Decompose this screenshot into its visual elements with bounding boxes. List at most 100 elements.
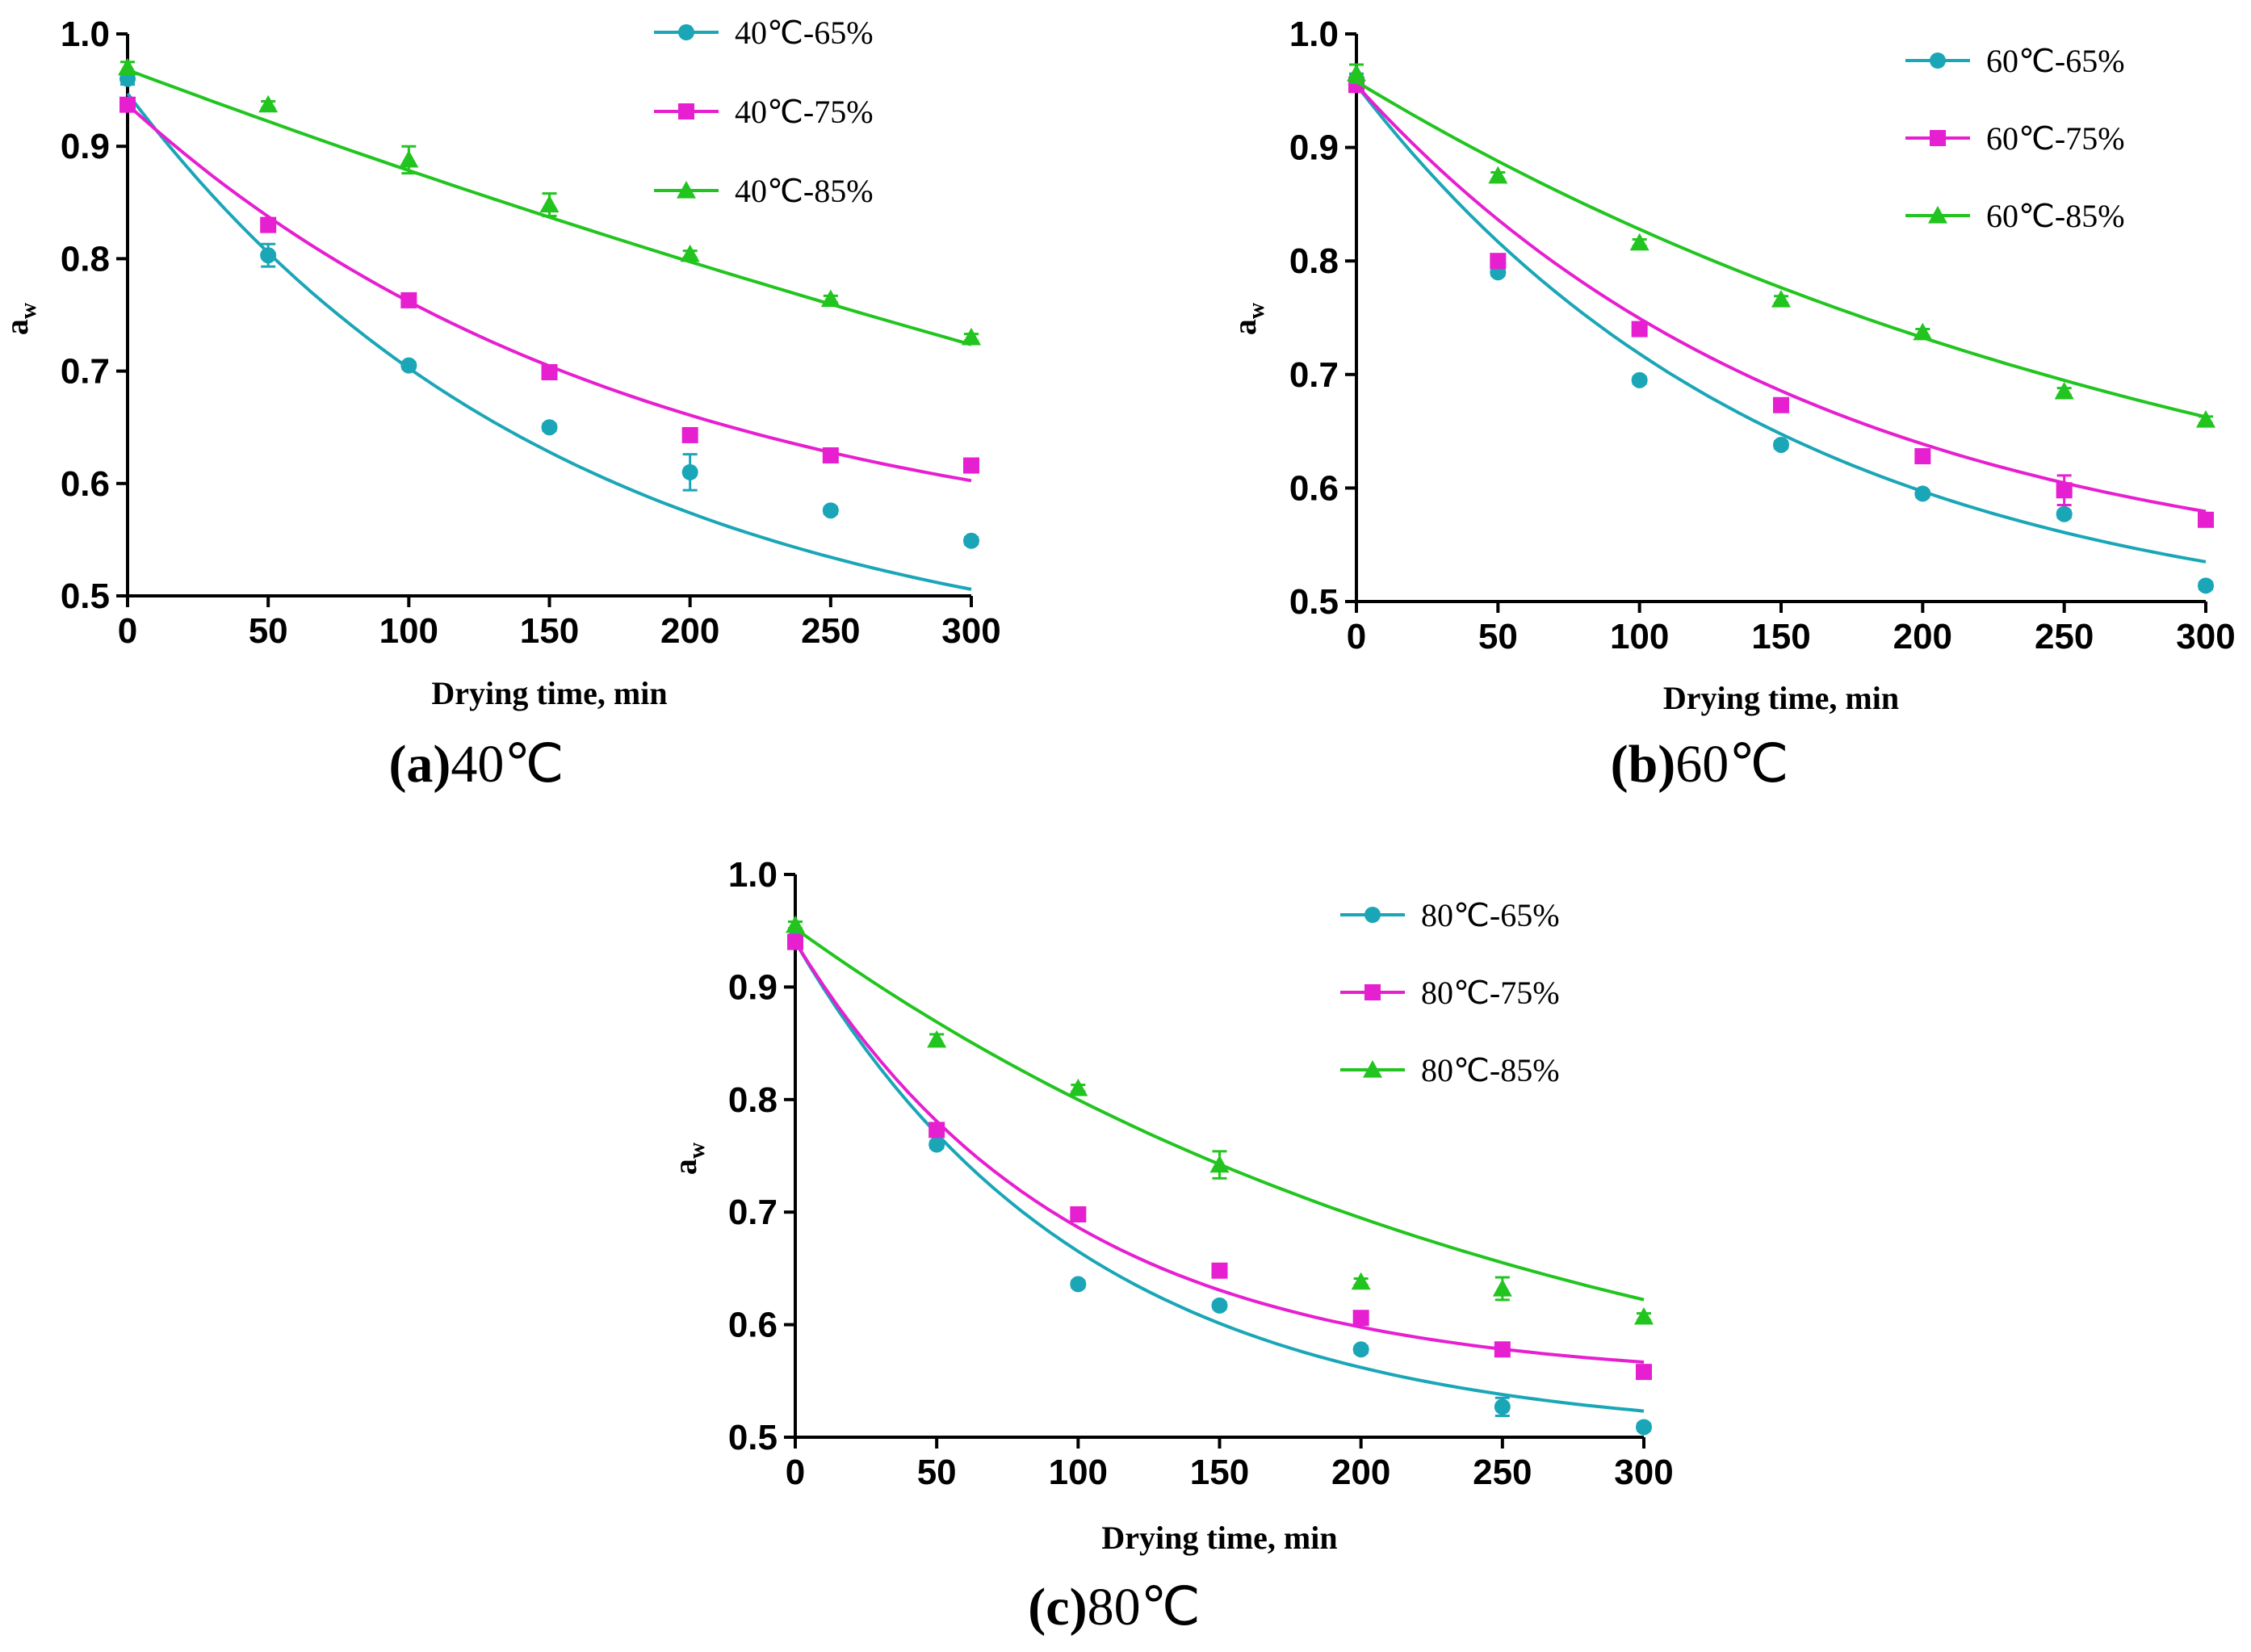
y-axis-title-main: a bbox=[1226, 319, 1263, 335]
data-point bbox=[541, 363, 558, 380]
data-point bbox=[928, 1122, 945, 1138]
data-point bbox=[1629, 233, 1649, 251]
legend-entry: 40℃-85% bbox=[654, 173, 874, 209]
data-point bbox=[1352, 1341, 1369, 1358]
x-tick-label: 250 bbox=[2035, 617, 2094, 656]
data-point bbox=[1771, 290, 1791, 308]
fit-curve bbox=[126, 92, 972, 591]
series-1 bbox=[119, 70, 979, 591]
legend-entry: 60℃-85% bbox=[1905, 198, 2125, 234]
data-point bbox=[1773, 436, 1789, 453]
data-point bbox=[927, 1029, 947, 1048]
x-axis-title: Drying time, min bbox=[1101, 1520, 1337, 1556]
data-point bbox=[1490, 253, 1507, 270]
legend-label: 40℃-75% bbox=[735, 94, 874, 130]
data-point bbox=[1634, 1306, 1654, 1325]
data-point bbox=[822, 447, 839, 463]
data-point bbox=[1351, 1272, 1371, 1290]
data-point bbox=[928, 1136, 945, 1153]
y-tick-label: 0.8 bbox=[1289, 241, 1339, 281]
data-point bbox=[2198, 511, 2214, 528]
data-point bbox=[399, 149, 419, 168]
data-point bbox=[820, 289, 840, 308]
x-tick-label: 250 bbox=[801, 611, 860, 651]
legend-marker bbox=[1930, 52, 1946, 69]
x-tick-label: 50 bbox=[1478, 617, 1518, 656]
data-point bbox=[822, 502, 839, 519]
y-tick-label: 0.7 bbox=[1289, 355, 1339, 395]
x-tick-label: 200 bbox=[1893, 617, 1952, 656]
y-axis-title-main: a bbox=[0, 319, 35, 335]
y-tick-label: 0.6 bbox=[1289, 468, 1339, 508]
x-tick-label: 300 bbox=[2176, 617, 2235, 656]
data-point bbox=[260, 247, 277, 264]
legend-marker bbox=[678, 24, 694, 40]
panel-caption: (a)40℃ bbox=[388, 735, 564, 794]
panel-caption-letter: (c) bbox=[1028, 1578, 1087, 1637]
legend-label: 40℃-65% bbox=[735, 15, 874, 51]
data-point bbox=[1631, 371, 1648, 388]
data-point bbox=[1488, 166, 1508, 184]
data-point bbox=[1211, 1262, 1228, 1279]
y-tick-label: 0.7 bbox=[728, 1193, 778, 1232]
data-point bbox=[2056, 482, 2073, 499]
data-point bbox=[1352, 1310, 1369, 1327]
legend-entry: 40℃-75% bbox=[654, 94, 874, 130]
y-axis-title-sub: w bbox=[685, 1142, 710, 1159]
data-point bbox=[2054, 381, 2074, 400]
x-tick-label: 50 bbox=[917, 1453, 957, 1492]
y-tick-label: 1.0 bbox=[1289, 15, 1339, 54]
data-point bbox=[1068, 1078, 1088, 1096]
data-point bbox=[541, 419, 558, 436]
panel-b: 0 50 100 150 200 250 300 0.5 0.6 0.7 0.8 0.9 1.0 Dryi… bbox=[1226, 15, 2236, 794]
y-tick-label: 0.9 bbox=[61, 127, 110, 166]
y-tick-label: 0.5 bbox=[1289, 582, 1339, 622]
legend-marker bbox=[1364, 907, 1381, 923]
legend-label: 80℃-65% bbox=[1421, 897, 1560, 933]
legend-entry: 80℃-65% bbox=[1340, 897, 1560, 933]
data-point bbox=[258, 94, 279, 113]
data-point bbox=[1773, 396, 1789, 413]
legend-marker bbox=[1363, 1060, 1382, 1078]
data-point bbox=[1494, 1341, 1511, 1358]
x-tick-label: 150 bbox=[1190, 1453, 1249, 1492]
y-tick-label: 0.9 bbox=[1289, 128, 1339, 168]
y-axis-title-main: a bbox=[667, 1159, 703, 1175]
x-tick-label: 200 bbox=[660, 611, 719, 651]
x-axis-title: Drying time, min bbox=[431, 675, 667, 711]
y-tick-label: 0.5 bbox=[61, 577, 110, 616]
x-axis-title: Drying time, min bbox=[1663, 680, 1899, 716]
data-point bbox=[962, 327, 981, 346]
legend-label: 60℃-65% bbox=[1986, 43, 2125, 79]
legend-marker bbox=[1928, 206, 1947, 224]
y-tick-label: 0.9 bbox=[728, 967, 778, 1007]
panel-caption: (b)60℃ bbox=[1611, 735, 1789, 794]
data-point bbox=[1070, 1276, 1087, 1293]
data-point bbox=[119, 96, 136, 113]
data-point bbox=[1913, 322, 1933, 341]
legend-entry: 60℃-75% bbox=[1905, 120, 2125, 157]
x-tick-label: 100 bbox=[1049, 1453, 1108, 1492]
data-point bbox=[1070, 1205, 1087, 1222]
legend-marker bbox=[678, 103, 694, 119]
data-point bbox=[1631, 321, 1648, 338]
series-2 bbox=[119, 96, 979, 483]
data-point bbox=[786, 915, 805, 933]
data-point bbox=[1914, 448, 1931, 465]
legend-entry: 80℃-85% bbox=[1340, 1052, 1560, 1088]
data-point bbox=[400, 291, 417, 308]
data-point bbox=[1211, 1297, 1228, 1314]
series-2 bbox=[1348, 77, 2214, 528]
y-tick-label: 0.6 bbox=[728, 1306, 778, 1345]
y-tick-label: 1.0 bbox=[728, 855, 778, 895]
data-point bbox=[1636, 1419, 1652, 1436]
x-tick-label: 250 bbox=[1473, 1453, 1532, 1492]
panel-caption-temp: 60℃ bbox=[1675, 735, 1788, 794]
y-tick-label: 0.7 bbox=[61, 352, 110, 392]
legend-marker bbox=[1364, 984, 1381, 1000]
y-tick-label: 0.8 bbox=[61, 239, 110, 279]
panel-caption-letter: (a) bbox=[388, 735, 451, 794]
data-point bbox=[1492, 1278, 1512, 1297]
data-point bbox=[400, 357, 417, 374]
fit-curve bbox=[1355, 80, 2207, 419]
